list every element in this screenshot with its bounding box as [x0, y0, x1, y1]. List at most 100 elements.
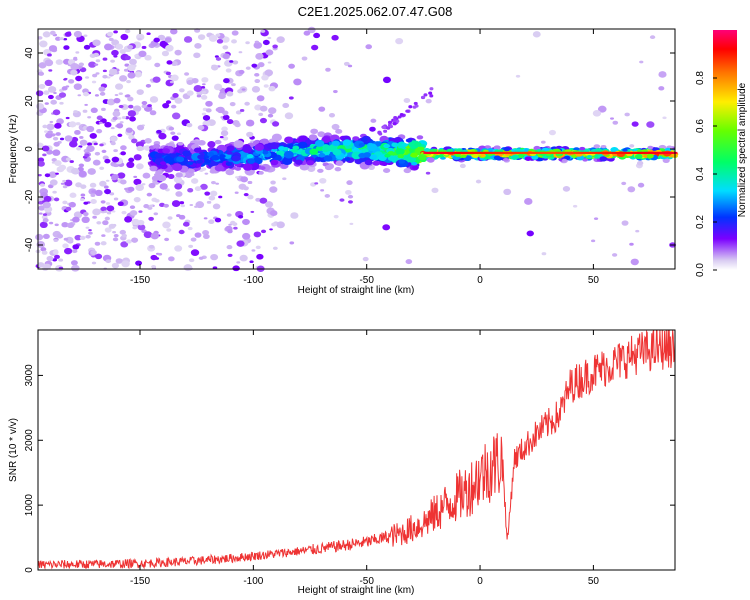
heatmap-cell [88, 61, 97, 68]
heatmap-cell [214, 217, 222, 223]
heatmap-cell [276, 36, 285, 43]
heatmap-cell [200, 85, 206, 89]
x-tick-label: 50 [588, 275, 600, 286]
heatmap-cell [115, 258, 123, 264]
heatmap-cell [196, 90, 203, 96]
heatmap-cell [352, 136, 360, 141]
heatmap-cell [85, 234, 91, 239]
heatmap-cell [36, 241, 46, 248]
heatmap-cell [115, 83, 124, 90]
heatmap-cell [174, 183, 183, 190]
heatmap-cell [106, 76, 111, 79]
heatmap-cell [127, 44, 134, 50]
heatmap-cell [222, 45, 229, 50]
heatmap-cell [254, 143, 265, 151]
heatmap-cell [108, 223, 116, 229]
heatmap-cell [222, 136, 229, 141]
heatmap-cell [283, 150, 294, 159]
heatmap-cell [164, 237, 170, 242]
heatmap-cell [106, 31, 114, 37]
heatmap-cell [226, 244, 233, 250]
x-tick-label: 50 [588, 576, 600, 587]
heatmap-cell [102, 57, 108, 61]
heatmap-cell [315, 145, 324, 151]
heatmap-cell [235, 176, 239, 179]
heatmap-cell [64, 247, 73, 255]
heatmap-cell [134, 54, 138, 57]
heatmap-cell [262, 150, 269, 155]
heatmap-cell [154, 199, 160, 203]
heatmap-cell [561, 158, 568, 162]
heatmap-cell [119, 179, 127, 185]
heatmap-cell [70, 167, 80, 175]
heatmap-cell [83, 34, 88, 37]
heatmap-cell [90, 199, 97, 204]
heatmap-cell [411, 161, 418, 166]
heatmap-cell [116, 123, 124, 129]
y-tick-label: -20 [24, 189, 35, 204]
heatmap-cell [251, 85, 261, 93]
heatmap-cell [49, 179, 58, 186]
heatmap-cell [459, 163, 466, 169]
x-tick-label: -150 [130, 576, 150, 587]
heatmap-cell [218, 195, 223, 199]
heatmap-cell [42, 31, 51, 38]
heatmap-cell [423, 148, 431, 152]
heatmap-cell [343, 61, 350, 66]
heatmap-cell [63, 237, 69, 241]
heatmap-cell [69, 192, 77, 198]
colorbar-tick-label: 0.8 [695, 71, 706, 85]
heatmap-cell [629, 144, 635, 148]
heatmap-cell [86, 145, 95, 153]
heatmap-cell [288, 63, 295, 69]
heatmap-cell [515, 74, 521, 78]
heatmap-cell [265, 49, 274, 56]
heatmap-cell [120, 241, 129, 248]
heatmap-cell [361, 148, 369, 153]
heatmap-cell [147, 104, 152, 108]
heatmap-cell [105, 202, 111, 205]
heatmap-cell [399, 113, 404, 117]
heatmap-cell [92, 39, 101, 47]
heatmap-cell [169, 80, 175, 84]
heatmap-cell [646, 153, 654, 159]
spectrogram-y-label: Frequency (Hz) [8, 115, 19, 184]
heatmap-cell [388, 120, 393, 124]
heatmap-cell [83, 212, 89, 217]
heatmap-cell [194, 42, 202, 49]
heatmap-cell [91, 261, 97, 265]
heatmap-cell [52, 250, 59, 255]
heatmap-cell [148, 204, 154, 208]
heatmap-cell [369, 126, 376, 132]
heatmap-cell [138, 210, 143, 213]
heatmap-cell [128, 134, 135, 140]
figure-title: C2E1.2025.062.07.47.G08 [298, 4, 453, 19]
heatmap-cell [96, 128, 103, 134]
heatmap-cell [207, 151, 215, 157]
heatmap-cell [246, 131, 254, 138]
heatmap-cell [72, 244, 80, 250]
heatmap-cell [55, 132, 61, 136]
heatmap-cell [113, 234, 119, 238]
heatmap-cell [102, 74, 108, 79]
heatmap-cell [311, 44, 319, 51]
heatmap-cell [79, 198, 85, 202]
heatmap-cell [38, 71, 45, 76]
heatmap-cell [114, 93, 119, 97]
heatmap-cell [113, 97, 121, 104]
heatmap-cell [235, 110, 242, 115]
heatmap-cell [658, 71, 667, 78]
heatmap-cell [141, 101, 148, 106]
heatmap-cell [360, 137, 368, 142]
heatmap-cell [271, 133, 282, 142]
heatmap-cell [102, 220, 109, 226]
heatmap-cell [382, 76, 391, 84]
heatmap-cell [345, 189, 352, 195]
heatmap-cell [42, 124, 48, 129]
heatmap-cell [393, 116, 398, 120]
heatmap-cell [177, 141, 184, 146]
heatmap-cell [71, 249, 78, 254]
heatmap-cell [225, 68, 232, 73]
heatmap-cell [339, 198, 345, 202]
heatmap-cell [90, 193, 96, 197]
